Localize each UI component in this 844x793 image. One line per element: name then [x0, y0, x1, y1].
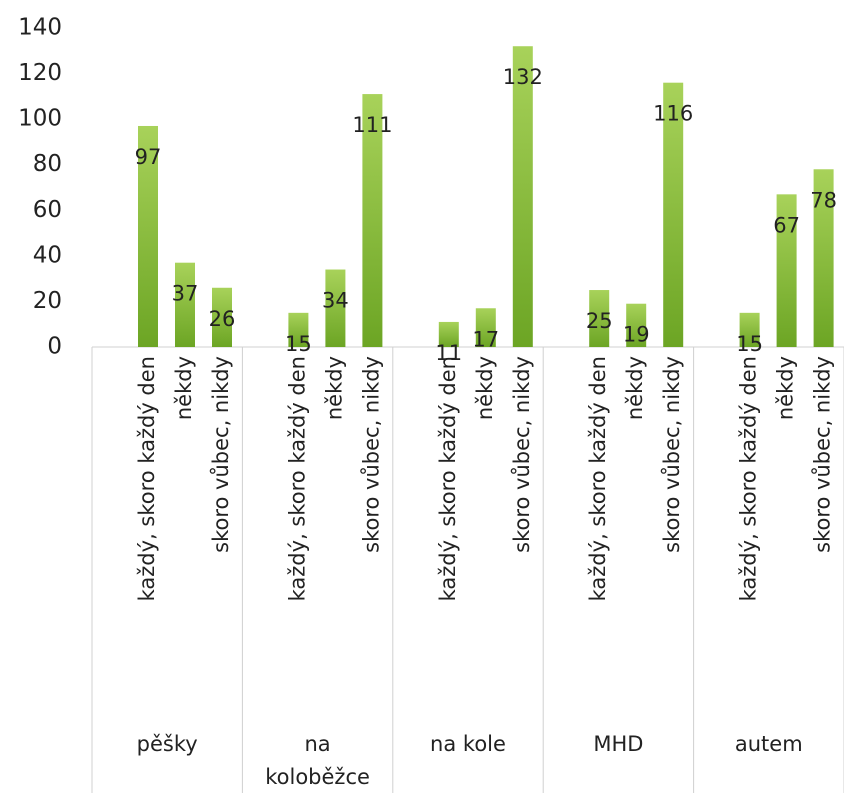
group-label: pěšky — [136, 732, 198, 756]
x-tick-label: skoro vůbec, nikdy — [660, 356, 684, 553]
x-tick-label: někdy — [623, 356, 647, 420]
bar — [512, 46, 533, 347]
group-label-box: na koloběžce — [265, 732, 370, 789]
x-tick-label: každý, skoro každý den — [436, 356, 460, 601]
data-label: 116 — [653, 102, 693, 126]
data-label: 67 — [773, 213, 800, 237]
group-label-box: pěšky — [136, 732, 198, 756]
bar — [663, 82, 684, 347]
x-tick-label: každý, skoro každý den — [285, 356, 309, 601]
bar — [362, 94, 383, 347]
x-tick-label: skoro vůbec, nikdy — [359, 356, 383, 553]
data-label: 37 — [172, 282, 199, 306]
bar — [288, 312, 309, 347]
bar — [626, 303, 647, 347]
data-label: 26 — [209, 307, 236, 331]
bar — [739, 312, 760, 347]
x-tick-label: každý, skoro každý den — [135, 356, 159, 601]
data-label: 132 — [503, 65, 543, 89]
bar — [813, 169, 834, 347]
y-tick-label: 100 — [18, 106, 62, 132]
group-label: MHD — [593, 732, 644, 756]
data-label: 15 — [285, 332, 312, 356]
data-label: 25 — [586, 309, 613, 333]
group-label: na koloběžce — [265, 732, 370, 789]
y-tick-label: 20 — [33, 288, 62, 314]
group-label-box: MHD — [593, 732, 644, 756]
data-label: 17 — [472, 327, 499, 351]
bar — [212, 287, 232, 347]
bar — [776, 194, 797, 347]
x-tick-label: někdy — [172, 356, 196, 420]
x-tick-label: někdy — [473, 356, 497, 420]
x-tick-label: každý, skoro každý den — [586, 356, 610, 601]
x-tick-label: někdy — [322, 356, 346, 420]
group-label-box: na kole — [430, 732, 506, 756]
bar — [138, 125, 158, 347]
x-tick-label: každý, skoro každý den — [737, 356, 761, 601]
data-label: 15 — [736, 332, 763, 356]
data-label: 11 — [435, 341, 462, 365]
bar — [325, 269, 346, 347]
data-label: 34 — [322, 289, 349, 313]
y-tick-label: 80 — [33, 151, 62, 177]
bar — [589, 290, 610, 347]
data-label: 78 — [810, 188, 837, 212]
x-tick-label: skoro vůbec, nikdy — [811, 356, 835, 553]
y-tick-label: 140 — [18, 15, 62, 41]
y-tick-label: 40 — [33, 242, 62, 268]
y-tick-label: 120 — [18, 60, 62, 86]
group-label-box: autem — [734, 732, 803, 756]
group-label: autem — [734, 732, 803, 756]
x-tick-label: někdy — [774, 356, 798, 420]
bar — [438, 321, 459, 347]
data-label: 97 — [135, 145, 162, 169]
bar — [475, 308, 496, 347]
group-label: na kole — [430, 732, 506, 756]
data-label: 19 — [623, 323, 650, 347]
y-tick-label: 0 — [47, 334, 62, 360]
x-tick-label: skoro vůbec, nikdy — [209, 356, 233, 553]
x-tick-label: skoro vůbec, nikdy — [510, 356, 534, 553]
data-label: 111 — [352, 113, 392, 137]
bar — [175, 262, 195, 347]
y-tick-label: 60 — [33, 197, 62, 223]
